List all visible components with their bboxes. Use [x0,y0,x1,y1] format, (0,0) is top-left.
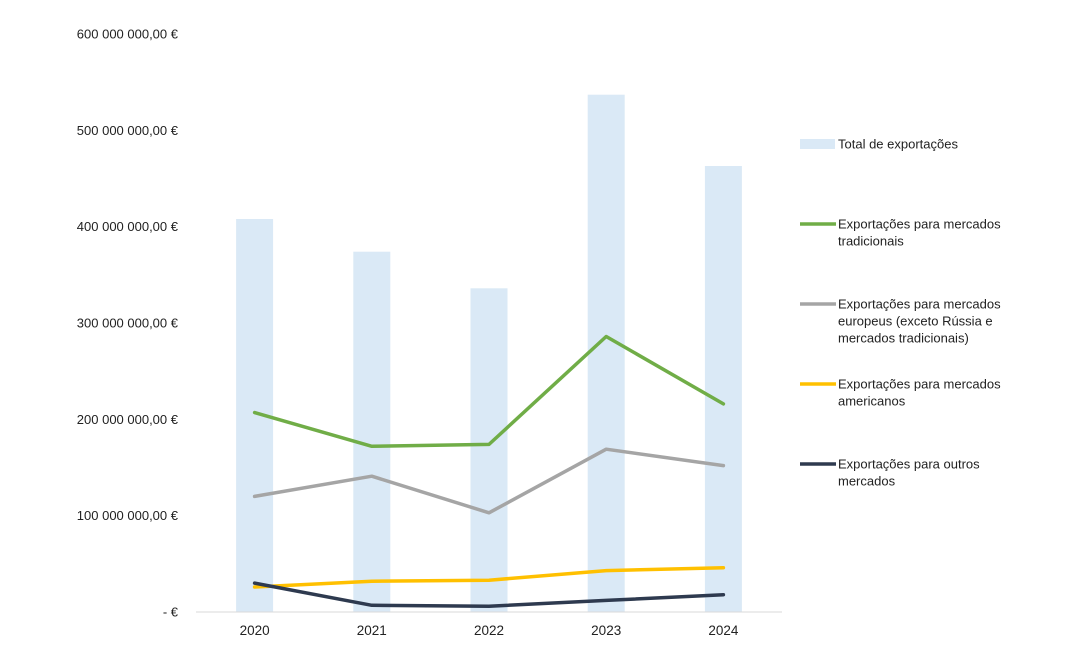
y-tick-label: 100 000 000,00 € [77,508,179,523]
bar-total-2022 [470,288,508,612]
legend-item-4: Exportações para outros mercados [800,457,980,489]
legend-item-3: Exportações para mercados americanos [800,377,1001,409]
y-tick-label: 400 000 000,00 € [77,219,179,234]
x-tick-label-2023: 2023 [591,623,621,638]
legend-swatch-0 [800,139,835,149]
legend-label-4: Exportações para outros [838,457,980,472]
x-tick-label-2024: 2024 [708,623,739,638]
y-tick-label: - € [163,605,179,620]
y-axis-ticks: - € 100 000 000,00 € 200 000 000,00 € 300 0… [77,27,179,620]
legend-label-4: mercados [838,474,896,489]
legend-item-0: Total de exportações [800,137,958,152]
legend-label-1: Exportações para mercados [838,217,1001,232]
bar-total-2024 [704,166,742,612]
bar-total-2021 [353,251,391,612]
legend-label-3: Exportações para mercados [838,377,1001,392]
bar-total-2023 [587,94,625,612]
y-tick-label: 200 000 000,00 € [77,412,179,427]
legend-label-2: mercados tradicionais) [838,331,969,346]
legend-label-0: Total de exportações [838,137,958,152]
legend-label-2: europeus (exceto Rússia e [838,314,993,329]
legend-label-3: americanos [838,394,906,409]
y-tick-label: 500 000 000,00 € [77,123,179,138]
lines-layer [252,334,726,608]
legend-item-1: Exportações para mercados tradicionais [800,217,1001,249]
y-tick-label: 600 000 000,00 € [77,27,179,42]
legend: Total de exportações Exportações para mer… [800,137,1001,489]
x-axis-ticks: 2020 2021 2022 2023 2024 [240,623,739,638]
legend-label-2: Exportações para mercados [838,297,1001,312]
x-tick-label-2020: 2020 [240,623,270,638]
legend-label-1: tradicionais [838,234,904,249]
x-tick-label-2022: 2022 [474,623,504,638]
legend-item-2: Exportações para mercados europeus (excet… [800,297,1001,346]
y-tick-label: 300 000 000,00 € [77,316,179,331]
x-tick-label-2021: 2021 [357,623,387,638]
bars-layer [236,94,742,612]
